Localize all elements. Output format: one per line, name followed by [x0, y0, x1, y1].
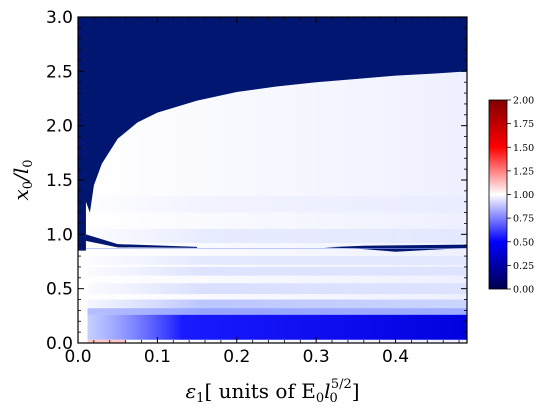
colorbar-tick-label-5: 1.25 — [513, 166, 534, 177]
colorbar-gradient — [488, 99, 508, 290]
colorbar-tick-label-8: 2.00 — [513, 96, 534, 107]
y-tick-label-6: 3.0 — [46, 8, 73, 28]
field-stripe-0 — [87, 299, 467, 315]
colorbar-tick-label-3: 0.75 — [513, 214, 534, 225]
field-stripe-5 — [87, 196, 467, 213]
y-axis-label: x0/l0 — [9, 160, 36, 201]
transition-line-left — [85, 234, 198, 248]
colorbar-tick-label-4: 1.00 — [513, 190, 534, 201]
heatmap-field — [87, 196, 467, 343]
colorbar-tick-label-1: 0.25 — [513, 261, 534, 272]
near-zero-strip — [87, 339, 126, 343]
strong-band — [87, 314, 467, 340]
y-tick-label-0: 0.0 — [46, 334, 73, 354]
y-tick-label-5: 2.5 — [46, 62, 73, 82]
x-axis: 0.0 0.1 0.2 0.3 0.4 — [64, 17, 460, 367]
y-tick-label-1: 0.5 — [46, 280, 73, 300]
y-axis: 0.0 0.5 1.0 1.5 2.0 2.5 3.0 — [46, 8, 467, 354]
transition-lines — [85, 234, 467, 252]
colorbar-tick-label-6: 1.50 — [513, 143, 534, 154]
undefined-region — [78, 17, 467, 251]
x-tick-label-4: 0.4 — [382, 347, 409, 367]
colorbar-tick-label-0: 0.00 — [513, 285, 534, 296]
y-tick-label-2: 1.0 — [46, 225, 73, 245]
field-stripe-1 — [87, 283, 467, 295]
x-tick-label-2: 0.2 — [223, 347, 250, 367]
field-stripe-2 — [87, 266, 467, 276]
colorbar-tick-label-7: 1.75 — [513, 119, 534, 130]
field-stripe-3 — [87, 256, 467, 265]
heatmap-plot-area — [78, 17, 467, 343]
y-tick-label-3: 1.5 — [46, 171, 73, 191]
y-tick-label-4: 2.0 — [46, 117, 73, 137]
x-axis-label: ε1[ units of E0l05/2] — [185, 377, 359, 406]
x-tick-label-3: 0.3 — [303, 347, 330, 367]
band-edge — [87, 308, 467, 315]
colorbar-tick-label-2: 0.50 — [513, 237, 534, 248]
x-tick-label-0: 0.0 — [64, 347, 91, 367]
field-stripe-4 — [87, 228, 467, 244]
colorbar: 0.00 0.25 0.50 0.75 1.00 1.25 1.50 1.75 2.00 — [488, 96, 534, 296]
x-tick-label-1: 0.1 — [144, 347, 171, 367]
colorbar-ticks: 0.00 0.25 0.50 0.75 1.00 1.25 1.50 1.75 2.00 — [507, 96, 534, 296]
